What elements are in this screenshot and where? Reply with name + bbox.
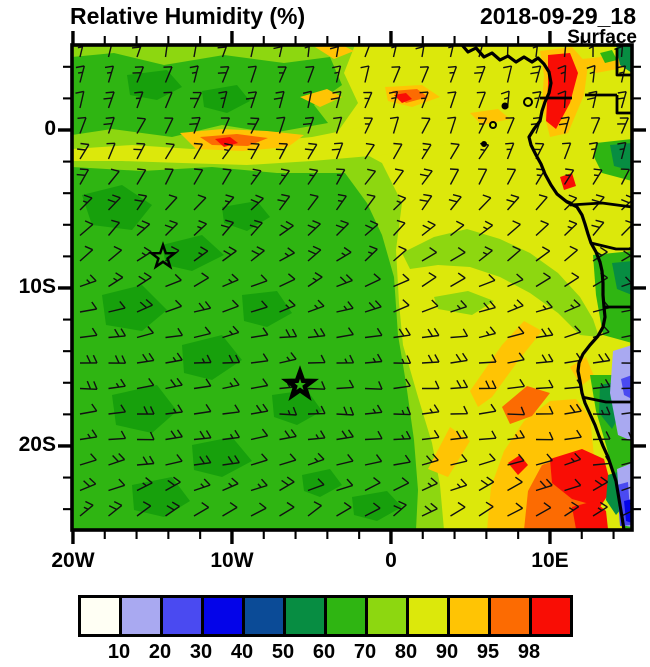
x-tick-label: 20W [51,549,95,572]
level-label: Surface [567,27,637,48]
colorbar-cell [406,595,450,637]
star-marker-icon [148,241,178,270]
colorbar-cell [201,595,245,637]
colorbar-cell [160,595,204,637]
station-star-markers [148,241,319,402]
colorbar-cell [365,595,409,637]
wind-barbs-layer [75,45,632,517]
colorbar-tick-label: 60 [312,641,336,663]
coastline [460,43,626,531]
colorbar-tick-label: 80 [394,641,418,663]
colorbar-tick-label: 10 [107,641,131,663]
colorbar-tick-label: 30 [189,641,213,663]
colorbar-cell [242,595,286,637]
humidity-field [72,45,632,530]
x-tick-label: 10W [210,549,254,572]
colorbar-tick-label: 20 [148,641,172,663]
colorbar-tick-label: 40 [230,641,254,663]
valid-datetime-label: 2018-09-29_18 [479,3,636,29]
colorbar-tick-label: 70 [353,641,377,663]
y-tick-label: 20S [18,432,56,456]
colorbar-tick-label: 98 [517,641,541,663]
colorbar-cell [529,595,573,637]
map-frame [70,43,634,532]
country-borders [540,48,633,404]
colorbar-cell [488,595,532,637]
colorbar-cell [283,595,327,637]
colorbar [78,595,573,637]
colorbar-cell [119,595,163,637]
y-tick-label: 0 [44,116,56,140]
y-tick-label: 10S [18,274,56,298]
colorbar-tick-label: 50 [271,641,295,663]
x-tick-label: 0 [385,549,397,572]
star-marker-icon [281,365,319,402]
colorbar-cell [324,595,368,637]
plot-title: Relative Humidity (%) [70,3,306,29]
colorbar-tick-label: 95 [476,641,500,663]
colorbar-cell [447,595,491,637]
colorbar-cell [78,595,122,637]
x-tick-label: 10E [531,549,569,572]
colorbar-tick-label: 90 [435,641,459,663]
map-plot [58,31,646,544]
humidity-map-svg [58,31,646,544]
island-markers [481,97,533,147]
